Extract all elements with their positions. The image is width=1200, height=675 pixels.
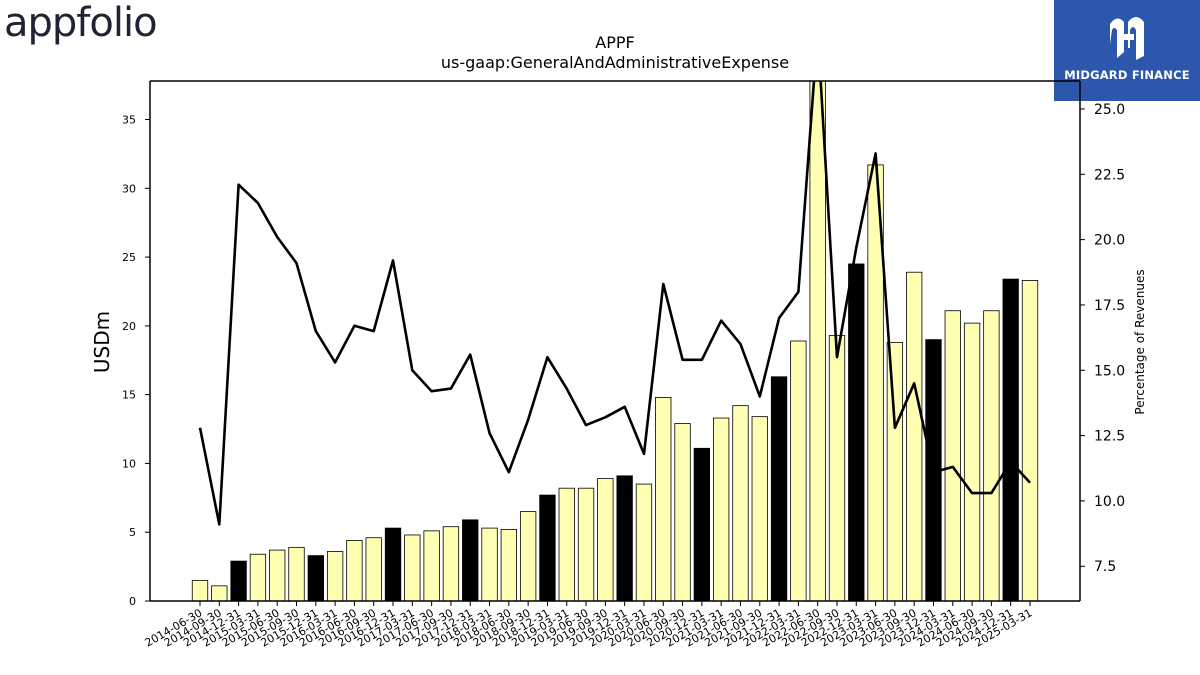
y2-tick-label: 15.0 xyxy=(1094,363,1125,379)
y-tick-label: 15 xyxy=(122,389,136,402)
bar xyxy=(230,560,247,601)
bar xyxy=(211,585,228,601)
midgard-logo-icon xyxy=(1110,17,1144,60)
midgard-finance-logo: MIDGARD FINANCE xyxy=(1054,0,1200,101)
bar xyxy=(713,417,730,601)
y-tick-label: 30 xyxy=(122,182,136,195)
y2-tick-label: 25.0 xyxy=(1094,102,1125,118)
bar xyxy=(500,529,517,601)
bar xyxy=(384,527,402,601)
bar xyxy=(751,416,768,601)
y2-tick-label: 22.5 xyxy=(1094,167,1125,183)
y-tick-label: 35 xyxy=(122,114,136,127)
bar xyxy=(481,527,498,601)
bar xyxy=(616,475,633,601)
bar xyxy=(365,537,382,601)
bar xyxy=(693,447,711,601)
y-tick-label: 25 xyxy=(122,251,136,264)
y2-tick-label: 10.0 xyxy=(1094,494,1125,510)
bar xyxy=(906,271,923,601)
y-tick-label: 5 xyxy=(129,526,136,539)
y-tick-label: 20 xyxy=(122,320,136,333)
bar xyxy=(809,81,826,601)
bar xyxy=(404,534,421,601)
y-tick-label: 10 xyxy=(122,457,136,470)
bar xyxy=(288,546,305,601)
bar xyxy=(442,526,460,601)
bar xyxy=(886,341,904,601)
bar xyxy=(269,549,286,601)
y-tick-label: 0 xyxy=(129,595,136,608)
y2-tick-label: 17.5 xyxy=(1094,298,1125,314)
chart-subtitle: us-gaap:GeneralAndAdministrativeExpense xyxy=(441,53,789,72)
line-series xyxy=(198,81,1031,526)
bar xyxy=(558,487,575,601)
tick-labels: 0 5 10 15 20 25 30 35 7.5 10.0 12.5 15.0 17.5 20.0 22.… xyxy=(122,102,1125,650)
bar xyxy=(828,335,846,601)
bar xyxy=(635,483,653,601)
appfolio-logo: appfolio xyxy=(4,0,158,46)
bar xyxy=(326,551,344,601)
bar xyxy=(346,540,363,601)
bar xyxy=(249,553,267,601)
bar xyxy=(963,322,981,601)
bar xyxy=(191,579,209,601)
bar xyxy=(423,530,440,601)
bar xyxy=(597,478,614,601)
bar xyxy=(674,423,691,601)
axes xyxy=(149,80,1081,602)
bar xyxy=(770,376,788,601)
bar-series xyxy=(191,81,1039,601)
bar xyxy=(732,405,749,601)
y2-tick-label: 7.5 xyxy=(1094,559,1116,575)
y-axis-label: USDm xyxy=(90,311,114,373)
series-line xyxy=(198,81,1031,526)
bar xyxy=(1021,280,1039,601)
midgard-logo-text: MIDGARD FINANCE xyxy=(1064,68,1190,82)
y2-tick-label: 12.5 xyxy=(1094,429,1125,445)
bar xyxy=(539,494,556,601)
bar xyxy=(655,397,672,601)
bar xyxy=(790,340,807,601)
y2-axis-label: Percentage of Revenues xyxy=(1133,269,1147,414)
bar xyxy=(462,519,479,601)
bar xyxy=(848,263,865,601)
bar xyxy=(307,555,324,601)
bar xyxy=(1002,278,1019,601)
bar xyxy=(983,310,1000,601)
y2-tick-label: 20.0 xyxy=(1094,233,1125,249)
bar xyxy=(944,310,961,601)
bar xyxy=(519,511,537,601)
chart-title: APPF xyxy=(595,33,634,52)
bar xyxy=(577,487,595,601)
